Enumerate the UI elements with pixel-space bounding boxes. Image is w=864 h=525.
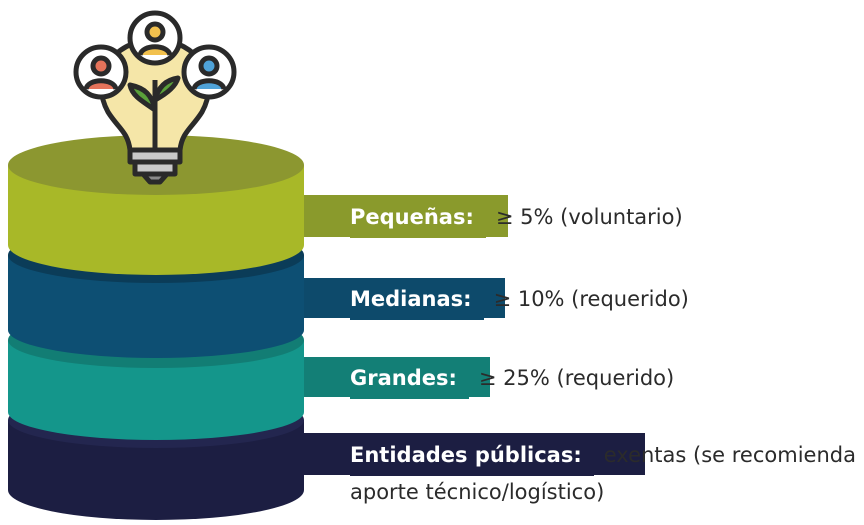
tier-label: Pequeñas: <box>350 197 486 238</box>
tier: Grandes: ≥ 25% (requerido) <box>350 358 674 399</box>
tier-description: ≥ 10% (requerido) <box>493 287 689 311</box>
tier-label: Medianas: <box>350 279 484 320</box>
layer-public <box>8 420 304 520</box>
layer-medium <box>8 255 304 358</box>
tier: Entidades públicas: exentas (se recomiend… <box>350 435 860 509</box>
tier: Pequeñas: ≥ 5% (voluntario) <box>350 197 683 238</box>
tier-description: exentas (se recomienda aporte técnico/lo… <box>350 443 856 504</box>
bulb-icon <box>73 10 237 185</box>
layer-large <box>8 340 304 440</box>
tier: Medianas: ≥ 10% (requerido) <box>350 279 689 320</box>
tier-description: ≥ 5% (voluntario) <box>495 205 683 229</box>
layer-small <box>8 165 304 275</box>
tier-description: ≥ 25% (requerido) <box>478 366 675 390</box>
tier-label: Entidades públicas: <box>350 435 594 476</box>
tier-label: Grandes: <box>350 358 469 399</box>
